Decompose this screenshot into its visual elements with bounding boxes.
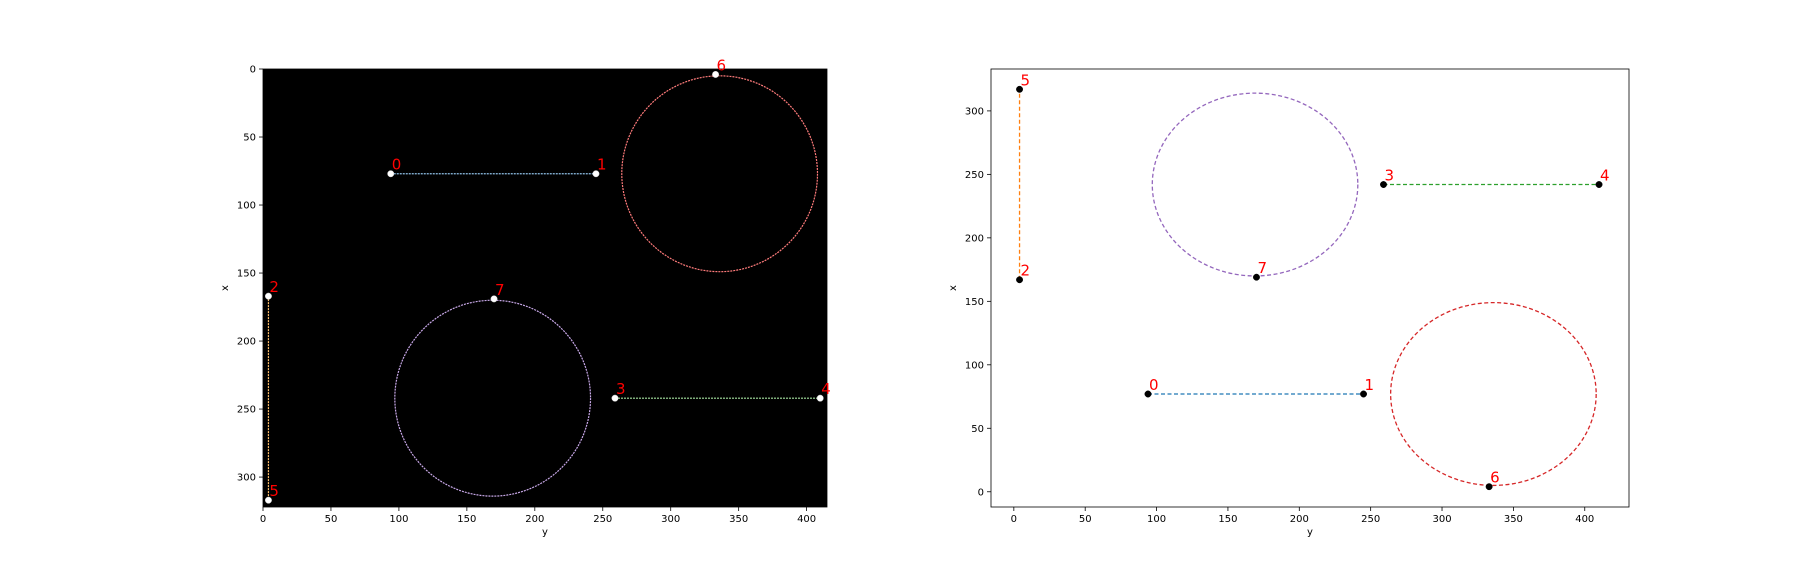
p0-point-7 — [490, 295, 498, 303]
p1-point-7 — [1253, 273, 1260, 281]
p0-y-tick-label-150: 150 — [237, 269, 256, 280]
p1-x-tick-label-150: 150 — [1218, 514, 1237, 525]
p0-x-tick-label-200: 200 — [525, 514, 544, 525]
p0-y-tick-label-50: 50 — [243, 133, 256, 144]
p1-point-label-2: 2 — [1021, 262, 1031, 280]
p0-circle-0 — [621, 75, 819, 273]
p0-point-label-4: 4 — [821, 380, 831, 398]
p0-x-tick-label-250: 250 — [593, 514, 612, 525]
p1-y-tick-label-0: 0 — [978, 487, 984, 498]
p1-x-tick-label-250: 250 — [1361, 514, 1380, 525]
p1-y-tick-label-50: 50 — [971, 424, 984, 435]
p0-x-tick-label-0: 0 — [260, 514, 266, 525]
p1-y-tick-label-100: 100 — [965, 360, 984, 371]
p1-point-0 — [1144, 390, 1152, 398]
p0-point-label-0: 0 — [392, 156, 402, 174]
p0-point-3 — [611, 394, 619, 402]
p1-point-label-7: 7 — [1257, 259, 1267, 277]
p0-point-1 — [592, 170, 600, 178]
p0-point-2 — [264, 292, 272, 300]
p1-x-tick-label-350: 350 — [1504, 514, 1523, 525]
p1-point-2 — [1016, 276, 1023, 284]
p1-point-label-6: 6 — [1490, 469, 1500, 487]
p0-point-label-5: 5 — [269, 482, 279, 500]
p1-x-axis-label: y — [1307, 527, 1313, 538]
p0-point-5 — [264, 496, 272, 504]
p0-x-tick-label-350: 350 — [729, 514, 748, 525]
p1-point-label-0: 0 — [1149, 376, 1159, 394]
p1-x-tick-label-400: 400 — [1575, 514, 1594, 525]
p0-point-label-3: 3 — [616, 380, 626, 398]
p1-point-label-3: 3 — [1385, 167, 1395, 185]
p0-plot-area — [262, 68, 828, 508]
p0-x-tick-label-300: 300 — [661, 514, 680, 525]
p1-x-tick-label-300: 300 — [1432, 514, 1451, 525]
p0-y-tick-label-300: 300 — [237, 473, 256, 484]
p1-circle-1 — [1389, 301, 1597, 487]
p0-x-axis-label: y — [542, 527, 548, 538]
right-plot-cartesian-view: 0 1 2 3 4 5 6 7 0 50 100 150 200 250 300 350 400 0 50 100 15… — [948, 68, 1630, 538]
left-plot-image-view: 0 1 2 3 4 5 6 7 0 50 100 150 200 250 300 350 400 0 50 100 15… — [220, 56, 831, 538]
p0-point-label-6: 6 — [717, 56, 727, 74]
p1-plot-area — [990, 68, 1630, 508]
p1-y-axis-label: x — [948, 285, 959, 291]
p0-x-tick-label-100: 100 — [389, 514, 408, 525]
p0-point-4 — [816, 394, 824, 402]
p1-point-6 — [1485, 483, 1493, 491]
p0-point-label-1: 1 — [597, 156, 607, 174]
p1-y-tick-label-250: 250 — [965, 170, 984, 181]
p0-y-axis-label: x — [220, 285, 231, 291]
p1-y-tick-label-300: 300 — [965, 106, 984, 117]
p0-x-tick-label-50: 50 — [325, 514, 338, 525]
p1-point-5 — [1016, 85, 1023, 93]
p1-point-label-1: 1 — [1365, 376, 1375, 394]
p1-point-3 — [1380, 181, 1387, 188]
p1-y-tick-label-150: 150 — [965, 297, 984, 308]
p1-point-label-5: 5 — [1021, 71, 1031, 89]
p1-point-label-4: 4 — [1600, 167, 1610, 185]
p0-y-tick-label-200: 200 — [237, 337, 256, 348]
p1-point-4 — [1595, 181, 1603, 188]
p1-point-1 — [1360, 390, 1367, 398]
p0-point-label-2: 2 — [269, 278, 279, 296]
p0-y-tick-label-250: 250 — [237, 405, 256, 416]
p1-x-tick-label-50: 50 — [1079, 514, 1092, 525]
p0-y-tick-label-0: 0 — [250, 65, 256, 76]
p0-point-label-7: 7 — [495, 281, 505, 299]
p1-x-tick-label-0: 0 — [1011, 514, 1017, 525]
p0-x-tick-label-150: 150 — [457, 514, 476, 525]
p0-y-tick-label-100: 100 — [237, 201, 256, 212]
p0-point-0 — [387, 170, 395, 178]
p1-y-tick-label-200: 200 — [965, 233, 984, 244]
p1-x-tick-label-100: 100 — [1147, 514, 1166, 525]
p0-point-6 — [712, 70, 720, 78]
p1-x-tick-label-200: 200 — [1290, 514, 1309, 525]
p0-x-tick-label-400: 400 — [797, 514, 816, 525]
